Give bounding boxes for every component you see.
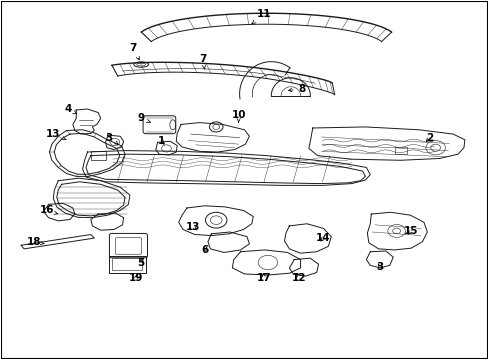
Text: 6: 6 — [201, 245, 208, 255]
Text: 9: 9 — [137, 113, 150, 123]
Text: 4: 4 — [64, 104, 77, 114]
Text: 12: 12 — [291, 273, 306, 283]
Text: 15: 15 — [403, 226, 418, 236]
Text: 18: 18 — [26, 237, 44, 247]
Bar — [394, 147, 406, 154]
Text: 13: 13 — [185, 222, 200, 232]
Text: 7: 7 — [129, 43, 139, 60]
Text: 19: 19 — [129, 273, 143, 283]
Text: 1: 1 — [158, 136, 165, 146]
Text: 14: 14 — [316, 233, 330, 243]
Text: 10: 10 — [231, 110, 245, 122]
Text: 17: 17 — [256, 273, 271, 283]
Bar — [109, 256, 145, 273]
Text: 5: 5 — [137, 258, 144, 268]
Text: 3: 3 — [105, 133, 118, 144]
Bar — [112, 258, 142, 270]
Text: 3: 3 — [376, 262, 383, 272]
Bar — [91, 151, 105, 160]
Text: 7: 7 — [199, 54, 206, 69]
Text: 13: 13 — [46, 129, 66, 140]
Text: 2: 2 — [426, 133, 432, 143]
Text: 11: 11 — [251, 9, 271, 24]
Text: 8: 8 — [288, 84, 305, 94]
Text: 16: 16 — [40, 206, 58, 216]
